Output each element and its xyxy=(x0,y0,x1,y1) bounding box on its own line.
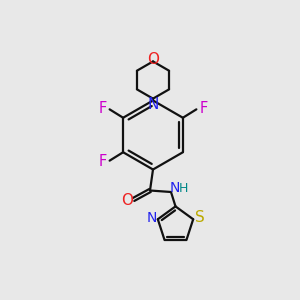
Text: O: O xyxy=(148,52,160,68)
Text: H: H xyxy=(179,182,188,195)
Text: N: N xyxy=(170,181,180,195)
Text: F: F xyxy=(99,101,107,116)
Text: F: F xyxy=(99,154,107,169)
Text: N: N xyxy=(147,211,157,225)
Text: F: F xyxy=(199,101,207,116)
Text: O: O xyxy=(122,193,134,208)
Text: N: N xyxy=(147,97,159,112)
Text: S: S xyxy=(195,210,205,225)
